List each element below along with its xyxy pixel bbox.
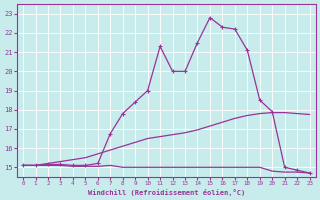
- X-axis label: Windchill (Refroidissement éolien,°C): Windchill (Refroidissement éolien,°C): [88, 189, 245, 196]
